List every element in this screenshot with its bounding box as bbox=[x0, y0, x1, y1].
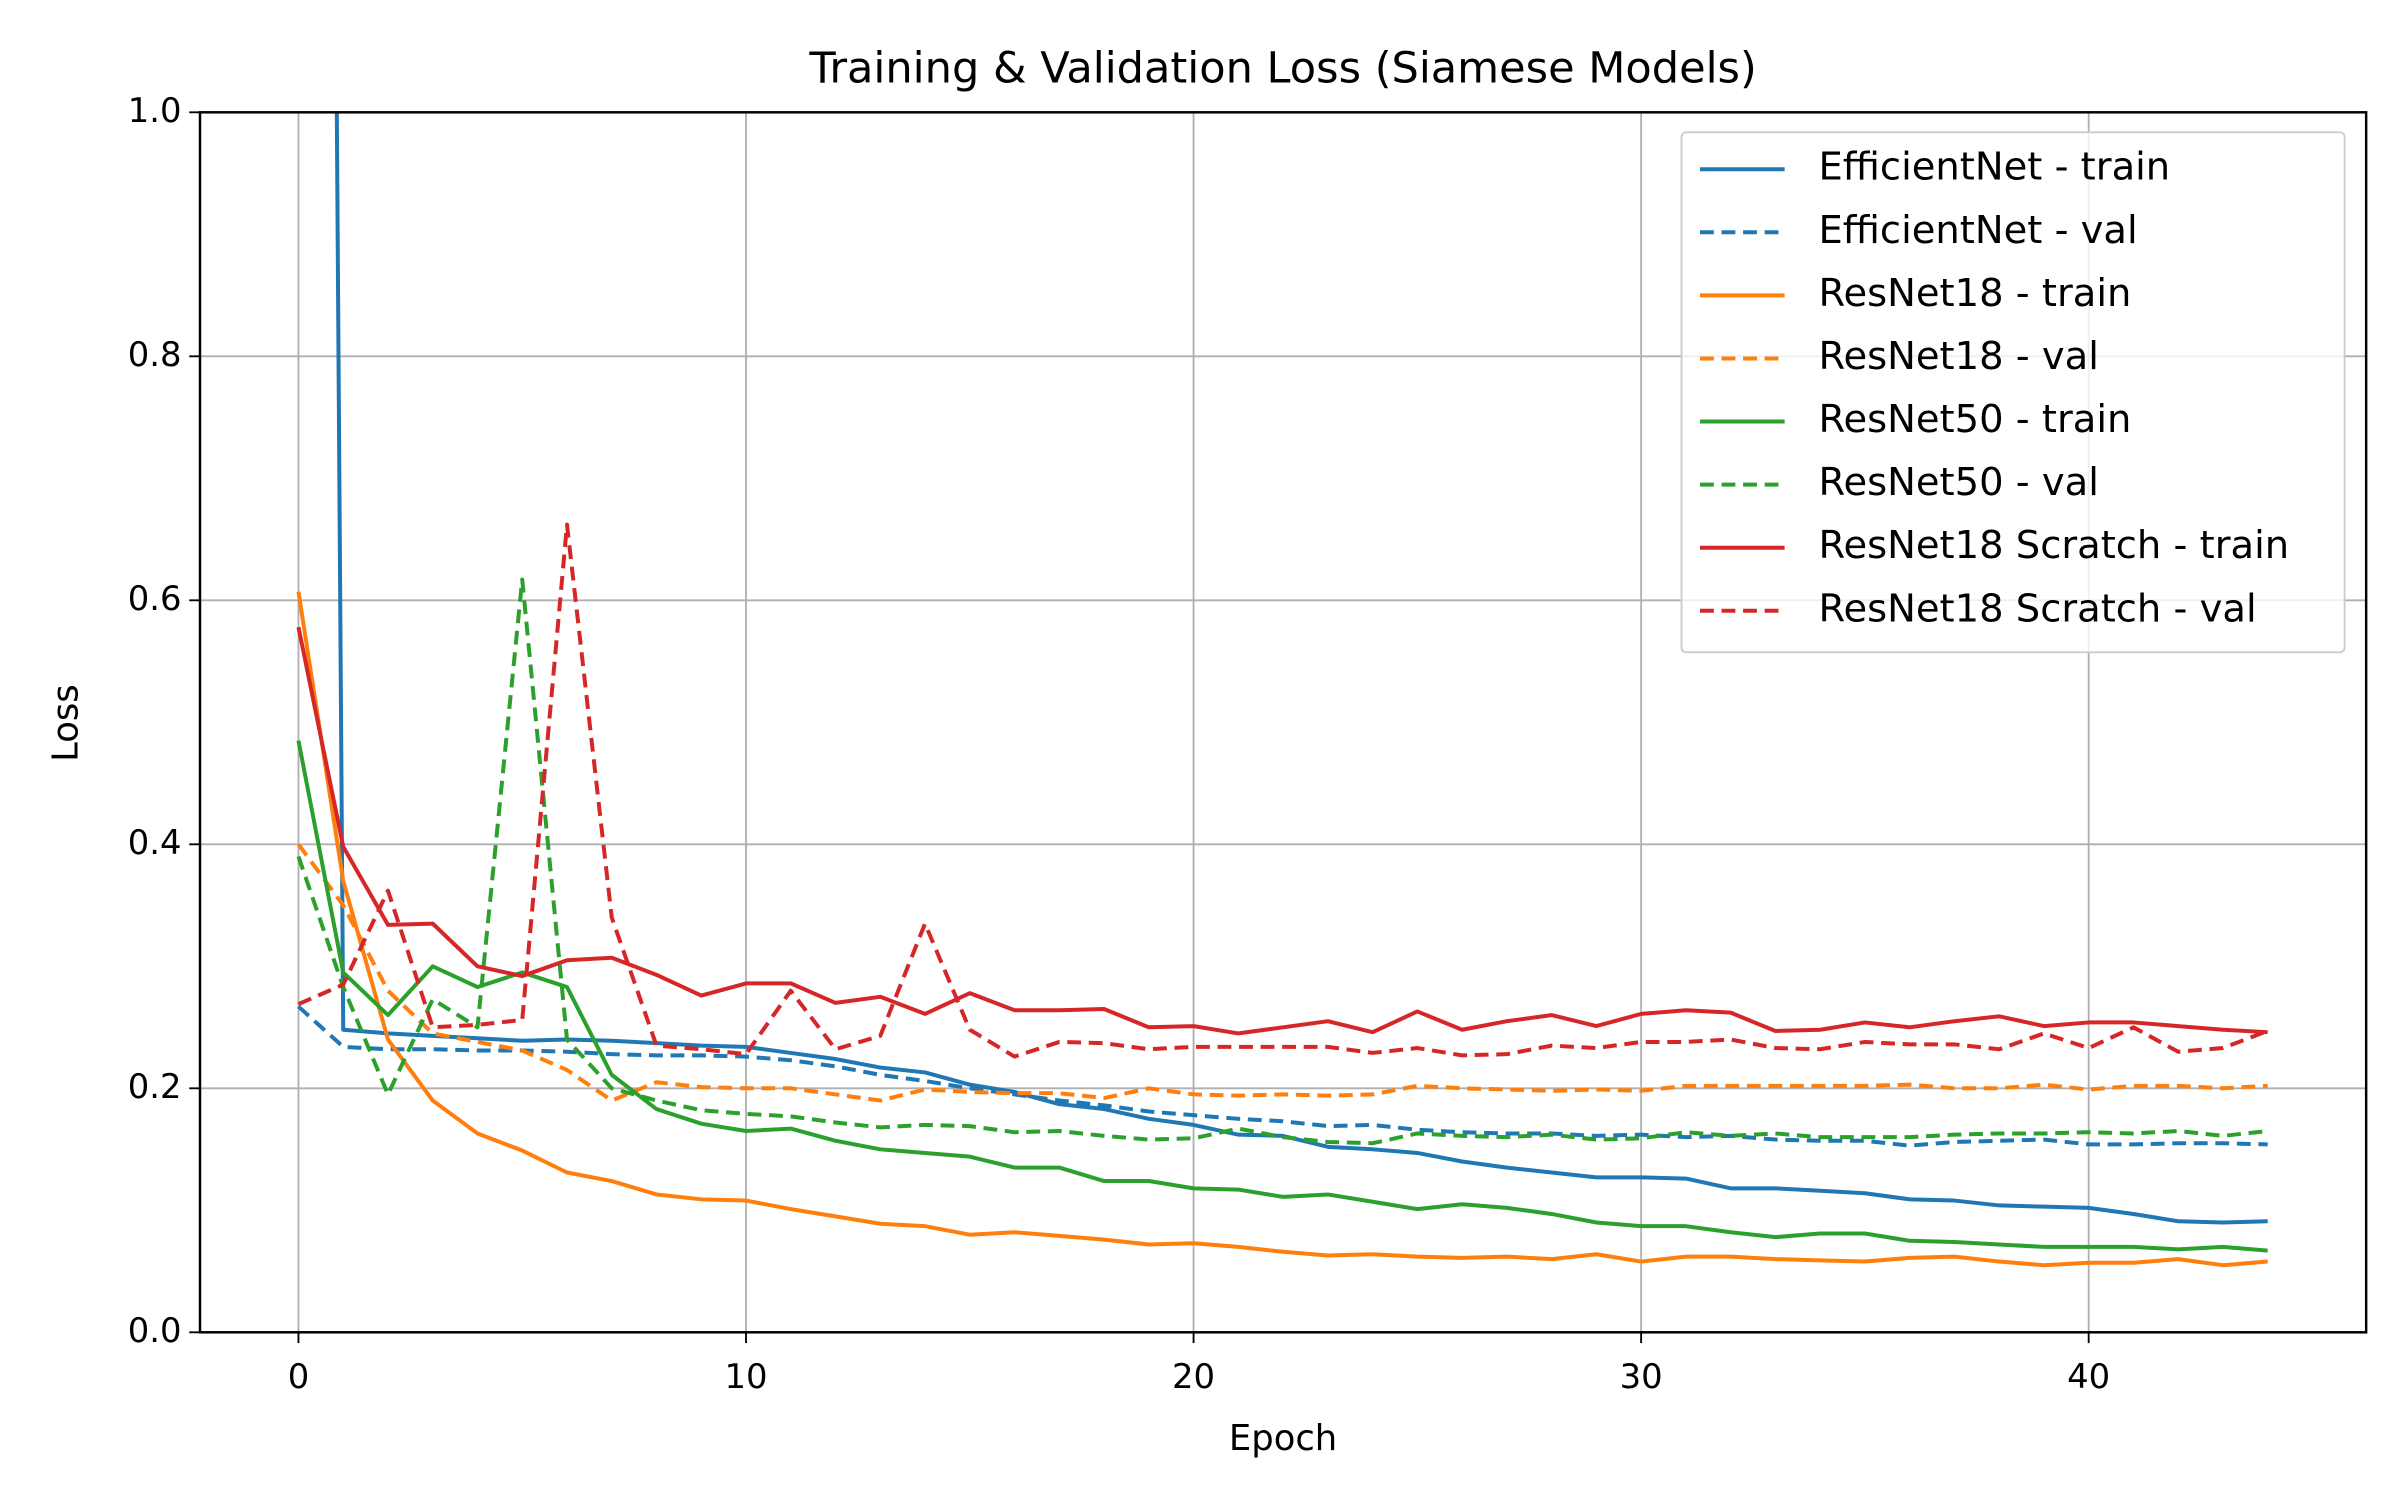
y-tick-label: 0.8 bbox=[128, 335, 182, 374]
series-line bbox=[296, 577, 2268, 1146]
legend-label: ResNet18 - train bbox=[1818, 271, 2131, 316]
y-tick-label: 0.0 bbox=[128, 1311, 182, 1350]
legend-label: EfficientNet - val bbox=[1818, 208, 2137, 253]
series-line bbox=[296, 740, 2268, 1253]
plot-lines bbox=[296, 112, 2269, 1268]
x-tick-label: 20 bbox=[1172, 1357, 1215, 1396]
y-tick-label: 0.4 bbox=[128, 823, 182, 862]
x-tick-label: 10 bbox=[724, 1357, 767, 1396]
legend-label: ResNet50 - val bbox=[1818, 460, 2098, 505]
y-axis-label: Loss bbox=[46, 684, 87, 762]
legend-label: EfficientNet - train bbox=[1818, 145, 2170, 190]
series-line bbox=[296, 591, 2268, 1268]
legend-label: ResNet18 - val bbox=[1818, 334, 2098, 379]
ticks: 0 10 20 30 40 0.0 0.2 0.4 0.6 0.8 1.0 bbox=[128, 91, 2110, 1396]
x-tick-label: 30 bbox=[1620, 1357, 1663, 1396]
chart-title: Training & Validation Loss (Siamese Mode… bbox=[808, 43, 1756, 93]
x-axis-label: Epoch bbox=[1229, 1418, 1337, 1459]
series-line bbox=[297, 1005, 2268, 1148]
legend-label: ResNet18 Scratch - val bbox=[1818, 586, 2256, 631]
series-line bbox=[297, 522, 2269, 1059]
x-tick-label: 40 bbox=[2067, 1357, 2110, 1396]
legend-label: ResNet18 Scratch - train bbox=[1818, 523, 2289, 568]
legend: EfficientNet - train EfficientNet - val Re… bbox=[1680, 131, 2346, 654]
plot-frame bbox=[198, 111, 2368, 1334]
y-tick-label: 0.2 bbox=[128, 1067, 182, 1106]
legend-label: ResNet50 - train bbox=[1818, 397, 2131, 442]
x-tick-label: 0 bbox=[288, 1357, 310, 1396]
y-tick-label: 0.6 bbox=[128, 579, 182, 618]
y-tick-label: 1.0 bbox=[128, 91, 182, 130]
legend-box bbox=[1680, 131, 2346, 654]
